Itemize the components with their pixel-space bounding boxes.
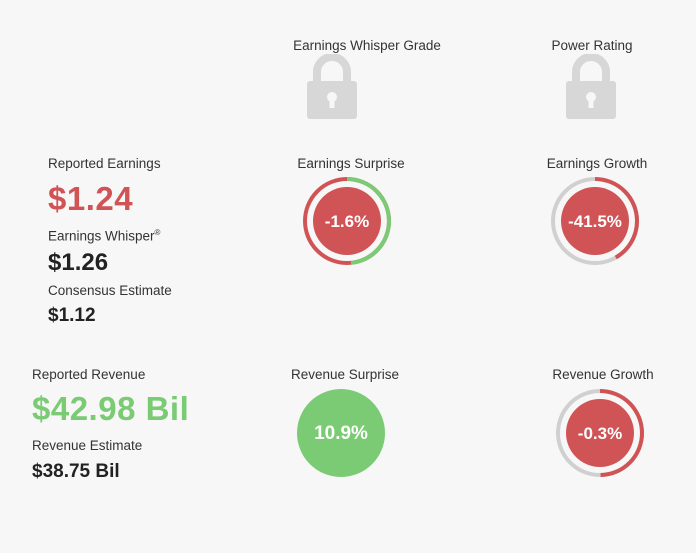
- revenue-growth-value: -0.3%: [578, 424, 622, 443]
- revenue-surprise-value: 10.9%: [314, 423, 368, 444]
- gauge-disc: [297, 389, 385, 477]
- reported-revenue-value: $42.98 Bil: [32, 390, 190, 427]
- revenue-growth-label: Revenue Growth: [552, 367, 654, 382]
- whisper-grade-label: Earnings Whisper Grade: [293, 38, 441, 53]
- gauge-arc: [551, 177, 639, 265]
- earnings-surprise-value: -1.6%: [325, 212, 369, 231]
- reported-revenue-label: Reported Revenue: [32, 367, 146, 382]
- gauge-disc: [566, 399, 634, 467]
- lock-icon: [307, 54, 357, 119]
- revenue-estimate-value: $38.75 Bil: [32, 461, 120, 482]
- gauge-disc: [313, 187, 381, 255]
- power-rating-label: Power Rating: [551, 38, 633, 53]
- reported-earnings-value: $1.24: [48, 180, 134, 217]
- revenue-surprise-label: Revenue Surprise: [290, 367, 400, 382]
- reported-earnings-label: Reported Earnings: [48, 156, 161, 171]
- earnings-growth-gauge: -41.5%: [551, 177, 639, 265]
- gauge-disc: [561, 187, 629, 255]
- consensus-estimate-label: Consensus Estimate: [48, 283, 172, 298]
- earnings-whisper-label: Earnings Whisper®: [48, 228, 161, 244]
- earnings-surprise-label: Earnings Surprise: [297, 156, 405, 171]
- revenue-growth-gauge: -0.3%: [556, 389, 644, 477]
- gauge-arc: [556, 389, 644, 477]
- gauge-arc: [303, 177, 391, 265]
- earnings-growth-label: Earnings Growth: [546, 156, 648, 171]
- lock-icon: [566, 54, 616, 119]
- earnings-growth-value: -41.5%: [568, 212, 622, 231]
- revenue-surprise-gauge: 10.9%: [297, 389, 385, 477]
- earnings-surprise-gauge: -1.6%: [303, 177, 391, 265]
- revenue-estimate-label: Revenue Estimate: [32, 438, 143, 453]
- consensus-estimate-value: $1.12: [48, 305, 96, 326]
- earnings-whisper-value: $1.26: [48, 249, 109, 276]
